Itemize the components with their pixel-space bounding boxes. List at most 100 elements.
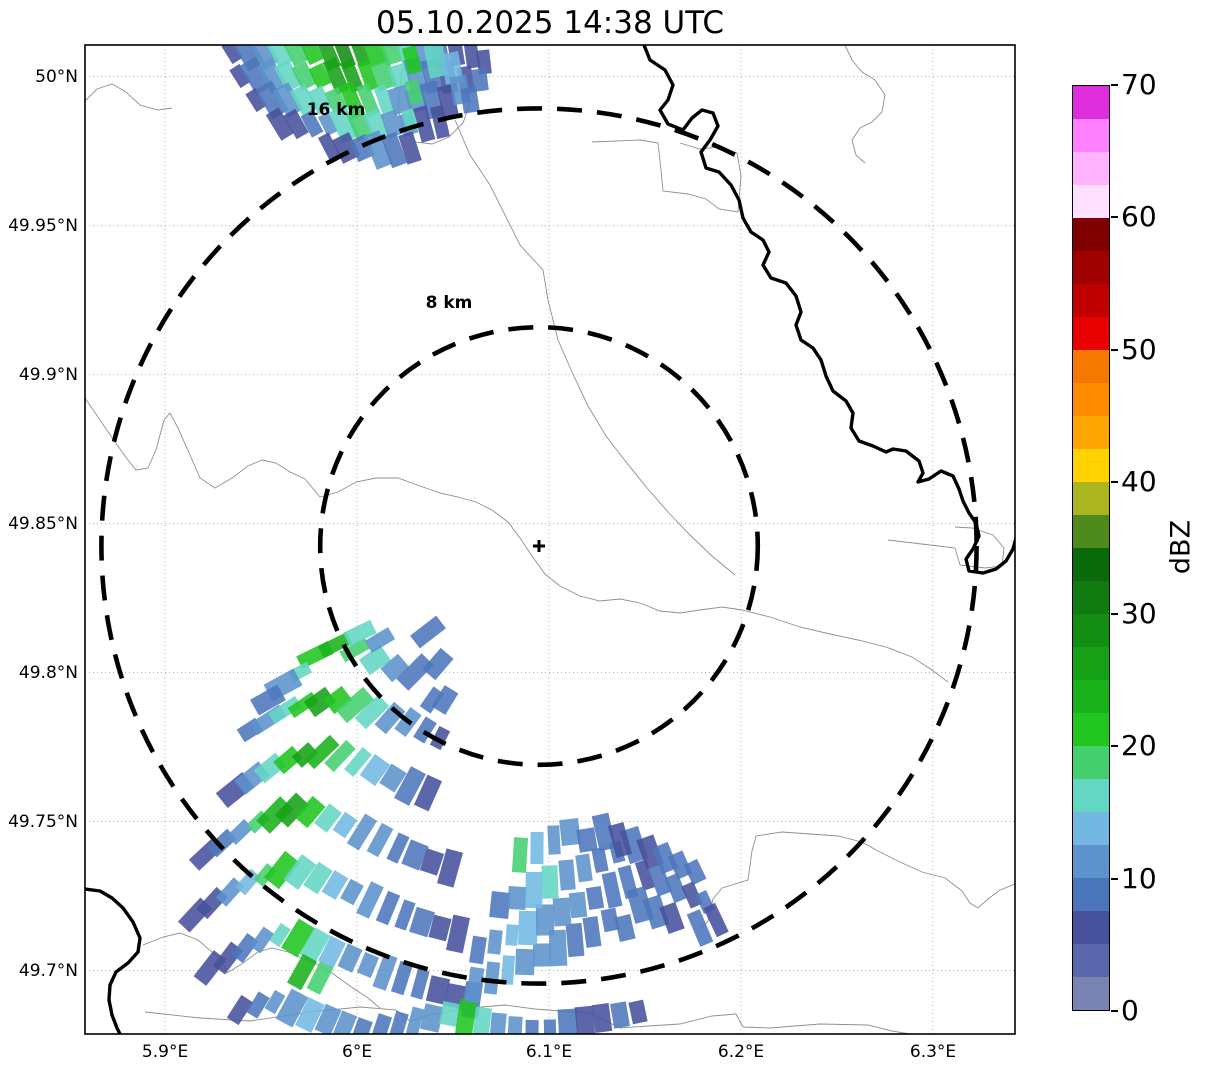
echo-cell — [344, 747, 372, 777]
echo-cell — [324, 739, 356, 773]
echo-cell — [552, 897, 572, 927]
colorbar-segment — [1073, 317, 1109, 350]
plot-border — [84, 44, 1016, 1035]
colorbar-segment — [1073, 812, 1109, 845]
colorbar-segment — [1073, 713, 1109, 746]
echo-cell — [518, 910, 538, 946]
echo-cell — [246, 991, 270, 1019]
echo-cell — [231, 932, 259, 964]
echo-cell — [651, 841, 679, 875]
echo-cell — [331, 132, 361, 164]
echo-cell — [454, 998, 478, 1034]
echo-cell — [323, 685, 353, 715]
colorbar-tick-mark — [1111, 348, 1118, 351]
colorbar-tick-mark — [1111, 1010, 1118, 1012]
echo-cell — [291, 61, 317, 91]
colorbar-tick-mark — [1111, 216, 1118, 219]
echo-cell — [401, 45, 423, 75]
echo-cell — [530, 831, 544, 865]
x-tick-label: 6°E — [342, 1042, 373, 1062]
echo-cell — [507, 1016, 523, 1034]
echo-cell — [568, 891, 588, 919]
echo-cell — [591, 812, 617, 852]
echo-cell — [265, 45, 295, 69]
echo-cell — [541, 865, 559, 899]
echo-cell — [263, 850, 301, 890]
echo-cell — [500, 955, 516, 985]
echo-cell — [268, 695, 302, 725]
echo-cell — [375, 890, 401, 926]
echo-cell — [386, 832, 410, 864]
echo-cell — [346, 813, 378, 851]
echo-cell — [515, 948, 535, 976]
echo-cell — [380, 653, 410, 683]
echo-cell — [634, 859, 656, 891]
admin-border-line — [454, 119, 736, 576]
echo-cell — [345, 106, 375, 142]
echo-cell — [317, 111, 339, 137]
x-tick-label: 5.9°E — [141, 1042, 189, 1062]
colorbar-segment — [1073, 779, 1109, 812]
echo-cell — [226, 994, 254, 1026]
echo-cell — [463, 45, 481, 69]
echo-cell — [607, 821, 633, 859]
echo-cell — [559, 818, 581, 846]
colorbar-tick-mark — [1111, 745, 1118, 748]
echo-cell — [404, 78, 424, 106]
colorbar-segment — [1073, 251, 1109, 284]
echo-cell — [317, 632, 353, 658]
echo-cell — [221, 45, 243, 65]
echo-cell — [505, 924, 519, 946]
echo-cell — [314, 803, 342, 833]
echo-cell — [423, 45, 449, 79]
echo-cell — [264, 989, 286, 1015]
admin-border-line — [85, 397, 949, 683]
admin-border-line — [591, 139, 742, 213]
colorbar-tick-mark — [1111, 613, 1118, 616]
colorbar-tick-label: 50 — [1121, 332, 1157, 366]
range-ring-16km — [99, 106, 979, 986]
echo-cell — [362, 45, 390, 68]
echo-cell — [304, 734, 340, 770]
colorbar-segment — [1073, 416, 1109, 449]
colorbar-segment — [1073, 449, 1109, 482]
echo-cell — [419, 848, 445, 876]
figure-title: 05.10.2025 14:38 UTC — [376, 5, 724, 41]
echo-cell — [664, 872, 688, 904]
colorbar-segment — [1073, 581, 1109, 614]
echo-cell — [340, 878, 364, 906]
river-border-line — [642, 45, 1015, 575]
range-ring-label: 8 km — [426, 293, 473, 313]
colorbar-tick-label: 0 — [1121, 994, 1139, 1027]
colorbar-segment — [1073, 383, 1109, 416]
echo-cell — [314, 1003, 342, 1034]
echo-cell — [585, 885, 605, 911]
colorbar-segment — [1073, 911, 1109, 944]
echo-cell — [428, 914, 452, 942]
echo-cell — [380, 109, 404, 139]
echo-cell — [340, 58, 364, 94]
colorbar-segment — [1073, 86, 1109, 119]
echo-cell — [306, 961, 334, 995]
echo-cell — [235, 868, 261, 896]
echo-cell — [335, 686, 375, 724]
echo-cell — [636, 834, 664, 870]
echo-cell — [582, 916, 602, 948]
colorbar-segment — [1073, 944, 1109, 977]
echo-cell — [372, 953, 398, 991]
echo-cell — [431, 685, 459, 715]
echo-cell — [250, 684, 286, 716]
x-tick-label: 6.3°E — [909, 1042, 957, 1062]
echo-cell — [393, 766, 427, 806]
echo-cell — [574, 1005, 596, 1034]
echo-cell — [226, 819, 254, 845]
echo-cell — [272, 82, 304, 118]
range-ring-8km — [317, 324, 761, 768]
colorbar-tick-mark — [1111, 480, 1118, 483]
colorbar-segment — [1073, 515, 1109, 548]
echo-cell — [249, 926, 275, 954]
echo-cell — [425, 975, 451, 1005]
echo-cell — [600, 907, 620, 933]
colorbar-segment — [1073, 284, 1109, 317]
